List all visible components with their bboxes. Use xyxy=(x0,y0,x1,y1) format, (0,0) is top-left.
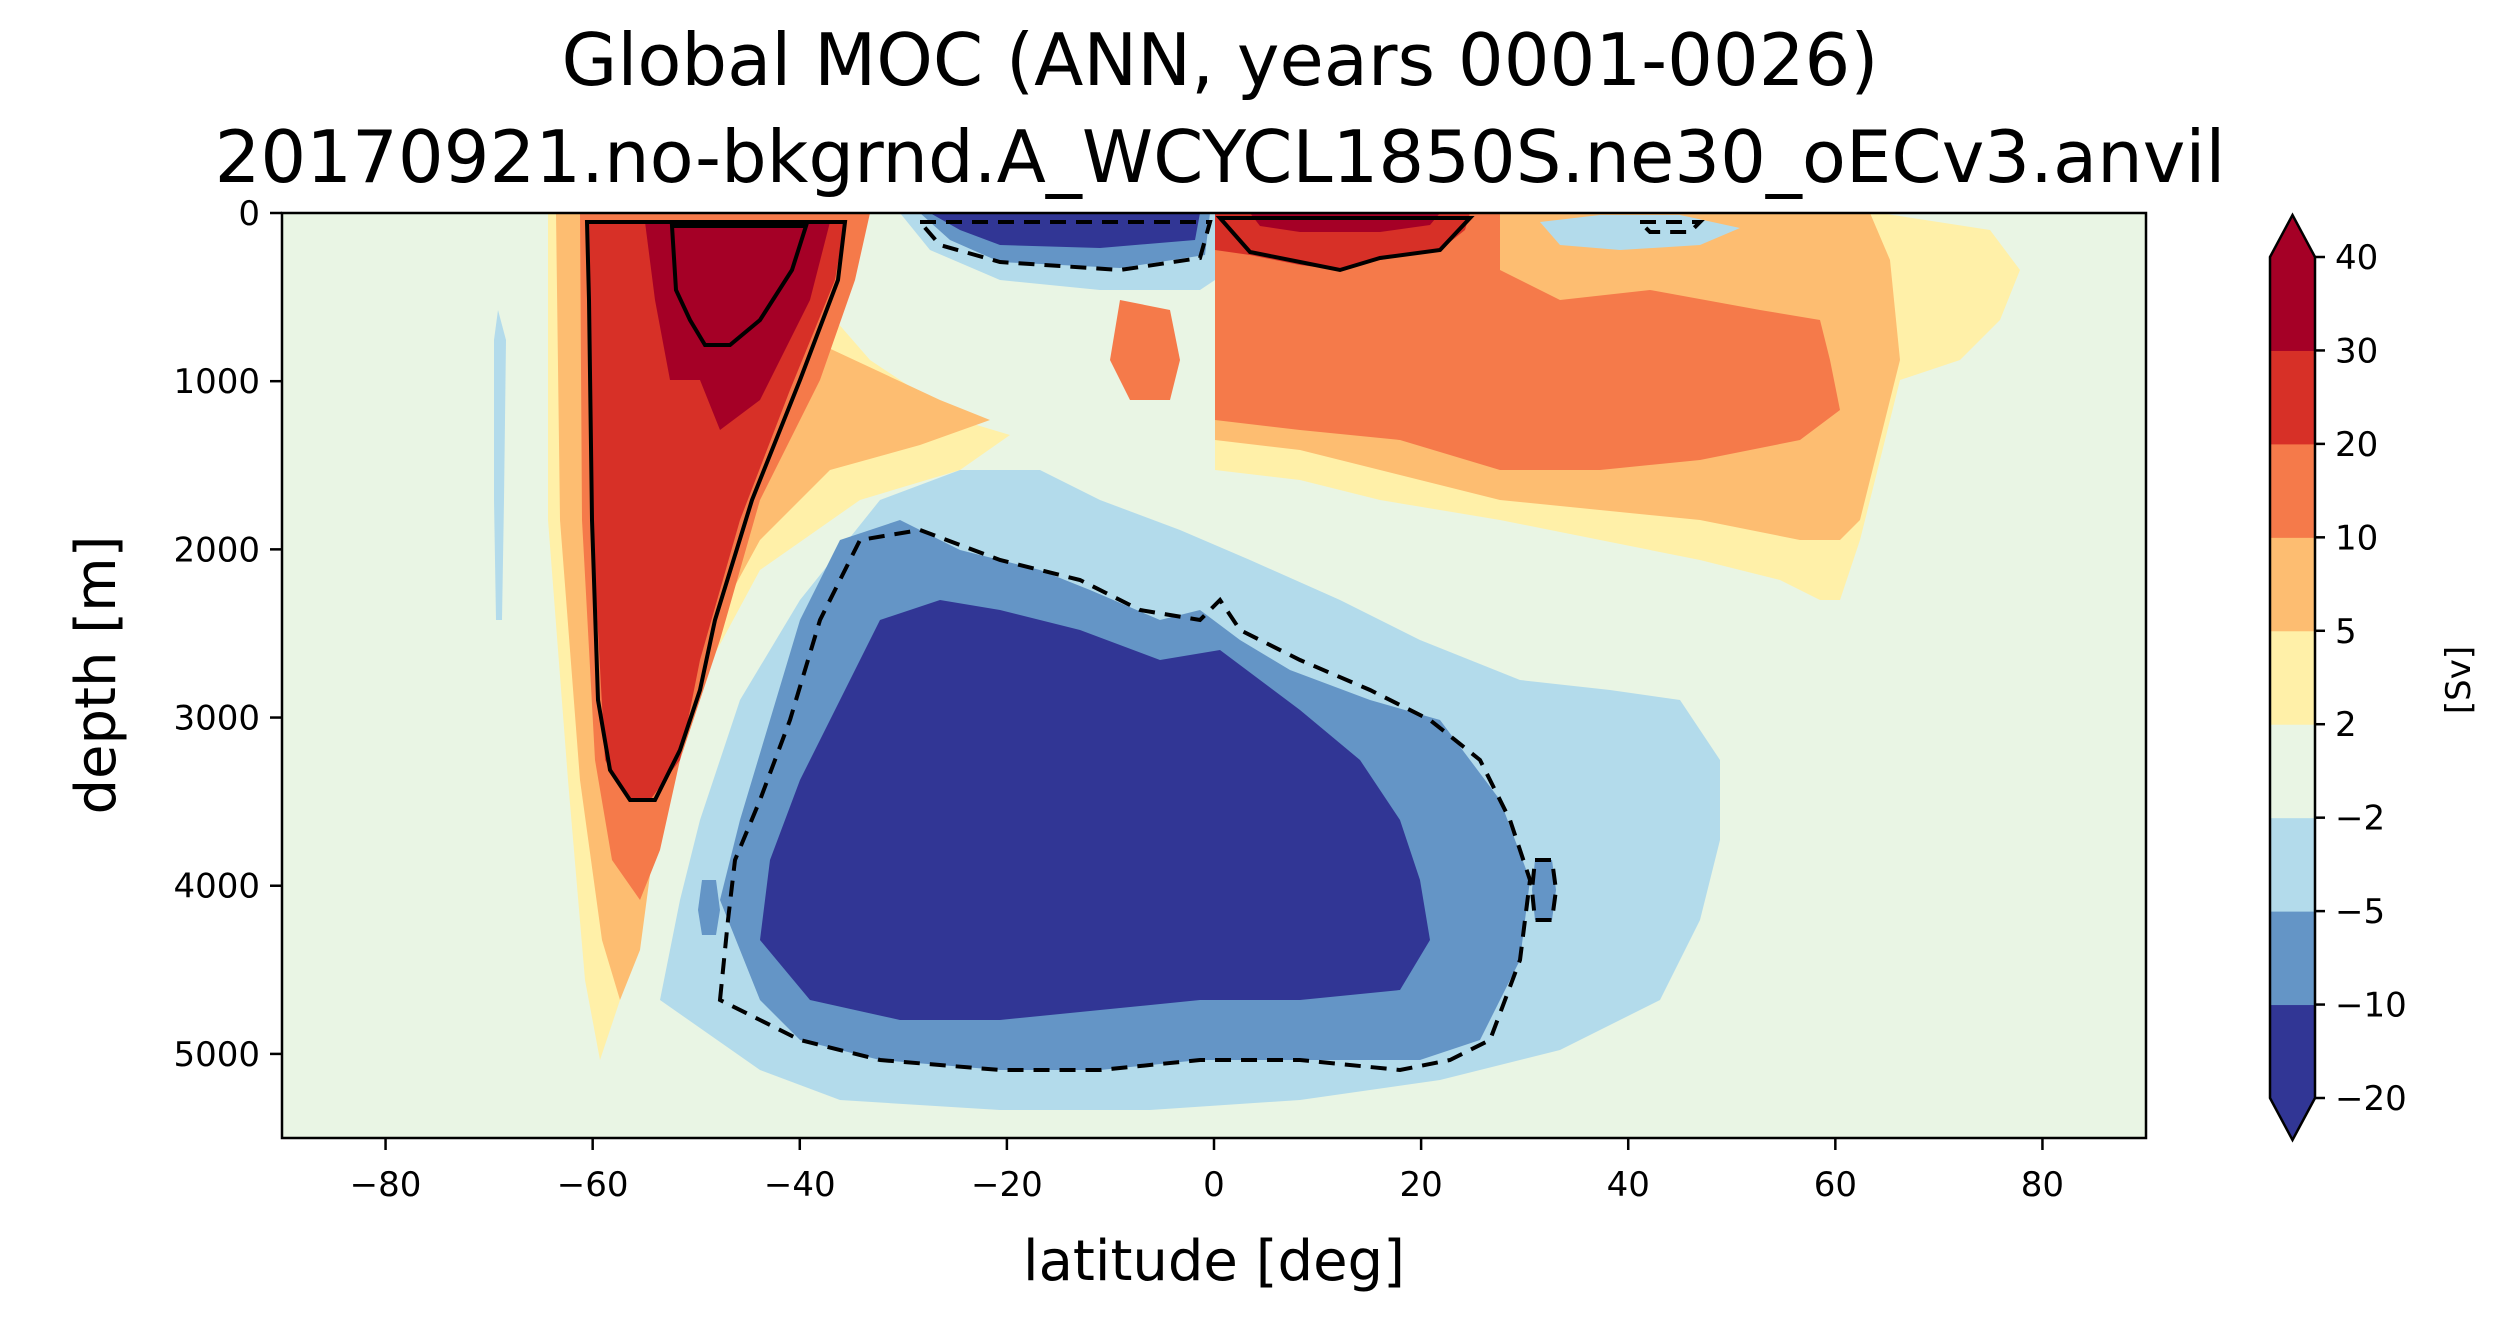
field-soc-band-30 xyxy=(645,222,830,430)
colorbar-tick-label: 10 xyxy=(2335,518,2378,558)
chart-title-line1: Global MOC (ANN, years 0001-0026) xyxy=(562,18,1879,102)
colorbar-segment xyxy=(2270,630,2315,725)
field-sh-thin-neg xyxy=(494,310,506,620)
colorbar-segment xyxy=(2270,443,2315,538)
x-axis-label: latitude [deg] xyxy=(1023,1229,1405,1294)
colorbar-segment xyxy=(2270,817,2315,912)
colorbar-segment xyxy=(2270,1004,2315,1099)
x-tick-label: 20 xyxy=(1399,1165,1442,1205)
contour-line-positive-30 xyxy=(669,224,809,347)
x-tick-label: −40 xyxy=(764,1165,836,1205)
x-tick-label: −60 xyxy=(557,1165,629,1205)
x-tick-label: −80 xyxy=(350,1165,422,1205)
contour-line-negative-10-abyssal xyxy=(717,527,1533,1073)
colorbar-label: [Sv] xyxy=(2439,646,2479,714)
contour-line-positive-20 xyxy=(584,220,848,802)
colorbar-tick-label: 5 xyxy=(2335,612,2357,652)
colorbar-tick-label: −2 xyxy=(2335,799,2385,839)
field-aby-band-5-side xyxy=(698,880,720,935)
y-tick-label: 2000 xyxy=(173,530,260,570)
colorbar-segment xyxy=(2270,257,2315,351)
y-axis-label: depth [m] xyxy=(64,535,129,814)
field-nh-small-neg xyxy=(1540,215,1740,250)
colorbar-segment xyxy=(2270,911,2315,1006)
x-tick-label: 60 xyxy=(1814,1165,1857,1205)
field-nh-band-10-patch xyxy=(1110,300,1180,400)
contour-line-positive-20-tropical xyxy=(1215,216,1475,273)
plot-area xyxy=(280,211,2148,1140)
colorbar-tick-label: −10 xyxy=(2335,986,2407,1026)
x-tick-label: −20 xyxy=(971,1165,1043,1205)
colorbar-extend-min xyxy=(2270,1098,2315,1140)
y-axis: 0 1000 2000 3000 4000 5000 xyxy=(173,194,282,1075)
y-tick-label: 0 xyxy=(238,194,260,234)
colorbar-tick-label: 30 xyxy=(2335,331,2378,371)
x-tick-label: 0 xyxy=(1203,1165,1225,1205)
field-soc-band-20 xyxy=(587,222,845,800)
contour-line-negative-10-tropical xyxy=(915,220,1213,273)
colorbar-extend-max xyxy=(2270,215,2315,257)
field-aby-band-10 xyxy=(760,600,1430,1020)
colorbar-tick-label: 40 xyxy=(2335,238,2378,278)
colorbar-tick-label: 20 xyxy=(2335,425,2378,465)
y-tick-label: 3000 xyxy=(173,699,260,739)
contour-lines xyxy=(584,216,1705,1073)
colorbar-tick-label: −20 xyxy=(2335,1079,2407,1119)
x-axis: −80 −60 −40 −20 0 20 40 60 80 xyxy=(350,1138,2064,1205)
field-nh-band-10 xyxy=(1215,213,1840,470)
y-tick-label: 1000 xyxy=(173,362,260,402)
colorbar-segment xyxy=(2270,537,2315,632)
colorbar-segment xyxy=(2270,350,2315,445)
colorbar-tick-label: −5 xyxy=(2335,892,2385,932)
y-tick-label: 5000 xyxy=(173,1035,260,1075)
x-tick-label: 40 xyxy=(1607,1165,1650,1205)
colorbar-segment xyxy=(2270,724,2315,819)
y-tick-label: 4000 xyxy=(173,867,260,907)
chart-title-line2: 20170921.no-bkgrnd.A_WCYCL1850S.ne30_oEC… xyxy=(215,115,2226,199)
colorbar-tick-label: 2 xyxy=(2335,705,2357,745)
contour-line-negative-10-nh xyxy=(1635,220,1705,234)
x-tick-label: 80 xyxy=(2021,1165,2064,1205)
field-aby-band-5-side2 xyxy=(1532,860,1556,920)
colorbar: −20 −10 −5 −2 2 5 10 20 30 40 xyxy=(2268,212,2407,1143)
